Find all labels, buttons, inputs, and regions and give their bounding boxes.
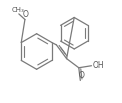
Text: CH₃: CH₃ — [12, 7, 25, 13]
Text: O: O — [22, 10, 28, 19]
Text: O: O — [78, 71, 84, 80]
Text: OH: OH — [93, 61, 104, 70]
